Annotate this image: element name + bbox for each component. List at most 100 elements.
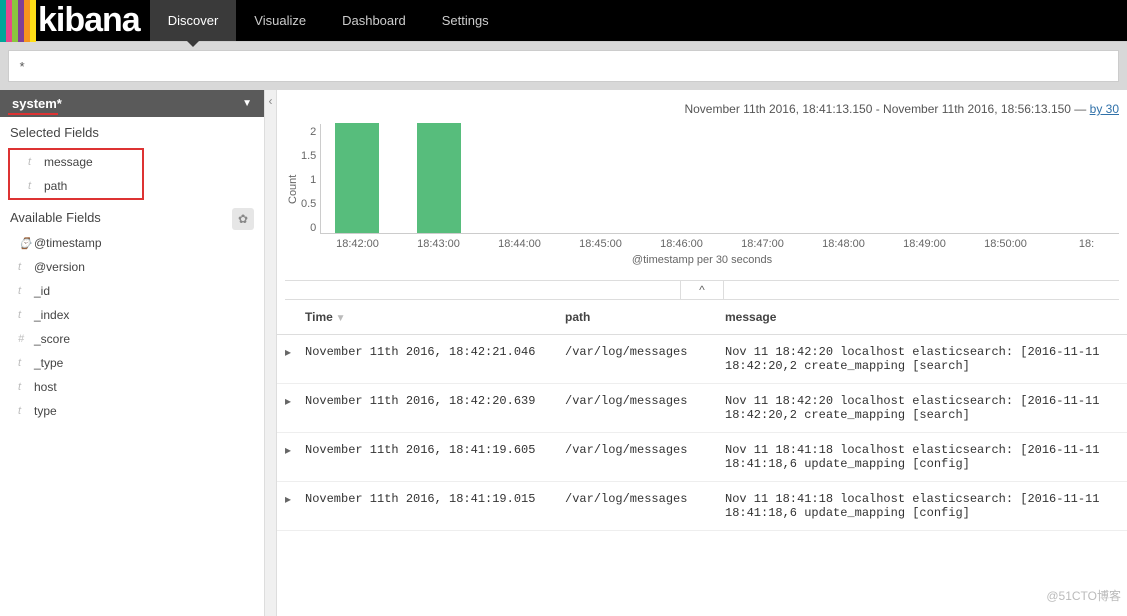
field-name: host [34, 380, 57, 394]
field-type-icon: t [18, 285, 28, 297]
nav-tab-discover[interactable]: Discover [150, 0, 237, 41]
chevron-down-icon: ▼ [242, 98, 252, 109]
available-fields-title: Available Fields [0, 202, 264, 231]
expand-row-button[interactable]: ▸ [277, 433, 297, 482]
field-name: _index [34, 308, 69, 322]
x-tick: 18:50:00 [965, 238, 1046, 250]
x-tick: 18:45:00 [560, 238, 641, 250]
cell-time: November 11th 2016, 18:41:19.015 [297, 482, 557, 531]
column-header-message[interactable]: message [717, 300, 1127, 335]
y-tick: 2 [301, 126, 316, 138]
field-type-icon: ⌚ [18, 237, 28, 250]
field-type-icon: t [18, 261, 28, 273]
nav-tab-settings[interactable]: Settings [424, 0, 507, 41]
x-axis-label: @timestamp per 30 seconds [277, 252, 1127, 276]
chart-plot-area[interactable] [320, 124, 1119, 234]
field-name: _score [34, 332, 70, 346]
nav-tab-visualize[interactable]: Visualize [236, 0, 324, 41]
y-axis-label: Count [285, 124, 301, 234]
field-item-version[interactable]: t@version [0, 255, 264, 279]
collapse-sidebar-button[interactable]: ‹ [265, 90, 277, 616]
sidebar: system* ▼ Selected Fields tmessagetpath … [0, 90, 265, 616]
field-name: type [34, 404, 57, 418]
x-tick: 18:47:00 [722, 238, 803, 250]
field-type-icon: t [18, 405, 28, 417]
column-header-path[interactable]: path [557, 300, 717, 335]
field-type-icon: # [18, 333, 28, 345]
time-range-text: November 11th 2016, 18:41:13.150 - Novem… [684, 102, 1089, 116]
cell-path: /var/log/messages [557, 335, 717, 384]
histogram-chart: Count 21.510.50 [277, 120, 1127, 234]
x-tick: 18:49:00 [884, 238, 965, 250]
field-item-timestamp[interactable]: ⌚ @timestamp [0, 231, 264, 255]
results-table: Time ▼pathmessage ▸November 11th 2016, 1… [277, 300, 1127, 531]
field-item-path[interactable]: tpath [10, 174, 142, 198]
nav-tab-dashboard[interactable]: Dashboard [324, 0, 424, 41]
y-tick: 0 [301, 222, 316, 234]
field-type-icon: t [28, 180, 38, 192]
field-item-score[interactable]: # _score [0, 327, 264, 351]
field-type-icon: t [18, 381, 28, 393]
expand-row-button[interactable]: ▸ [277, 335, 297, 384]
field-item-type[interactable]: ttype [0, 399, 264, 423]
expand-row-button[interactable]: ▸ [277, 384, 297, 433]
field-item-type[interactable]: t _type [0, 351, 264, 375]
cell-message: Nov 11 18:42:20 localhost elasticsearch:… [717, 384, 1127, 433]
x-tick: 18:46:00 [641, 238, 722, 250]
sort-desc-icon: ▼ [333, 313, 346, 324]
table-row: ▸November 11th 2016, 18:41:19.605/var/lo… [277, 433, 1127, 482]
field-name: @timestamp [34, 236, 102, 250]
field-name: _type [34, 356, 63, 370]
expand-column-header [277, 300, 297, 335]
field-type-icon: t [28, 156, 38, 168]
cell-time: November 11th 2016, 18:42:21.046 [297, 335, 557, 384]
x-tick: 18:48:00 [803, 238, 884, 250]
cell-time: November 11th 2016, 18:42:20.639 [297, 384, 557, 433]
query-bar [0, 42, 1127, 90]
collapse-chart-button[interactable]: ^ [680, 281, 724, 299]
time-interval-link[interactable]: by 30 [1090, 102, 1119, 116]
field-item-index[interactable]: t _index [0, 303, 264, 327]
field-item-host[interactable]: thost [0, 375, 264, 399]
x-axis-ticks: 18:42:0018:43:0018:44:0018:45:0018:46:00… [277, 234, 1127, 252]
field-type-icon: t [18, 357, 28, 369]
main-panel: November 11th 2016, 18:41:13.150 - Novem… [277, 90, 1127, 616]
field-name: message [44, 155, 93, 169]
annotation-box: t message tpath [8, 148, 144, 200]
logo-stripes [0, 0, 36, 42]
highlight-underline [8, 113, 58, 115]
gear-icon[interactable]: ✿ [232, 208, 254, 230]
cell-message: Nov 11 18:41:18 localhost elasticsearch:… [717, 433, 1127, 482]
logo-stripe [30, 0, 36, 42]
y-tick: 1.5 [301, 150, 316, 162]
cell-path: /var/log/messages [557, 482, 717, 531]
time-range: November 11th 2016, 18:41:13.150 - Novem… [277, 90, 1127, 120]
histogram-bar[interactable] [335, 123, 379, 233]
field-name: _id [34, 284, 50, 298]
logo[interactable]: kibana [0, 0, 150, 41]
table-row: ▸November 11th 2016, 18:41:19.015/var/lo… [277, 482, 1127, 531]
expand-row-button[interactable]: ▸ [277, 482, 297, 531]
histogram-bar[interactable] [417, 123, 461, 233]
x-tick: 18:43:00 [398, 238, 479, 250]
field-item-id[interactable]: t _id [0, 279, 264, 303]
x-tick: 18:42:00 [317, 238, 398, 250]
x-tick: 18:44:00 [479, 238, 560, 250]
field-item-message[interactable]: t message [10, 150, 142, 174]
cell-path: /var/log/messages [557, 384, 717, 433]
search-input[interactable] [8, 50, 1119, 82]
cell-message: Nov 11 18:41:18 localhost elasticsearch:… [717, 482, 1127, 531]
y-axis-ticks: 21.510.50 [301, 124, 320, 234]
top-nav: kibana DiscoverVisualizeDashboardSetting… [0, 0, 1127, 42]
index-pattern-selector[interactable]: system* ▼ [0, 90, 264, 117]
y-tick: 1 [301, 174, 316, 186]
table-row: ▸November 11th 2016, 18:42:21.046/var/lo… [277, 335, 1127, 384]
field-type-icon: t [18, 309, 28, 321]
index-pattern-label: system* [12, 96, 62, 111]
logo-text: kibana [38, 1, 140, 40]
nav-tabs: DiscoverVisualizeDashboardSettings [150, 0, 507, 41]
column-header-time[interactable]: Time ▼ [297, 300, 557, 335]
collapse-chart-bar: ^ [285, 280, 1119, 300]
x-tick: 18: [1046, 238, 1127, 250]
selected-fields-title: Selected Fields [0, 117, 264, 146]
